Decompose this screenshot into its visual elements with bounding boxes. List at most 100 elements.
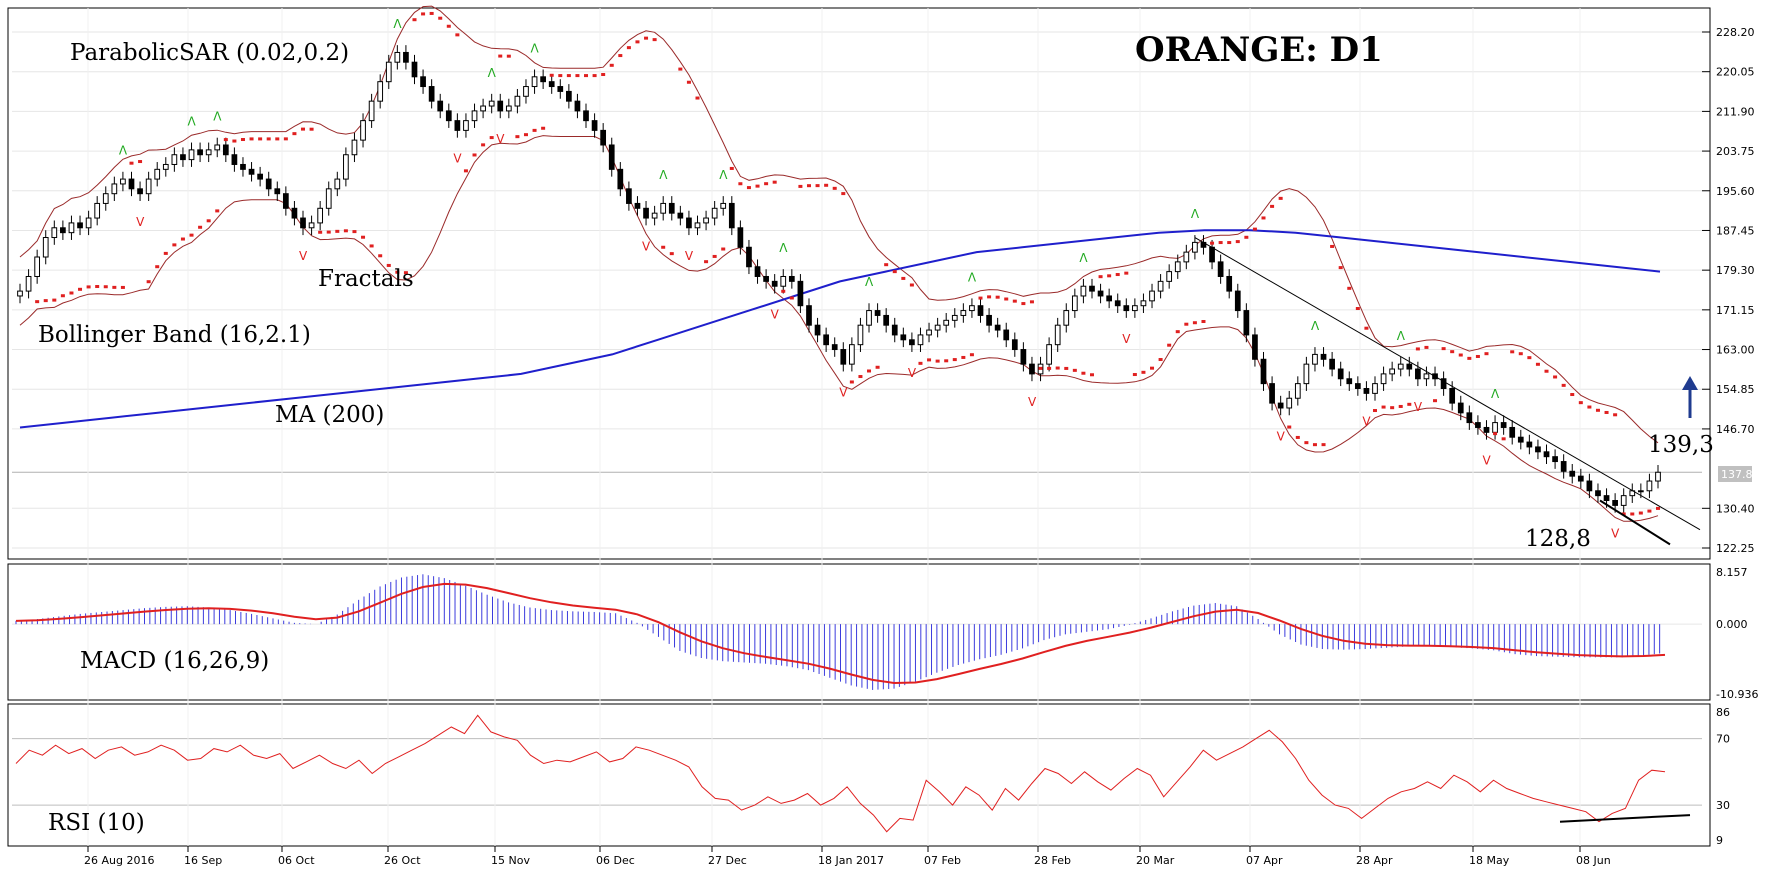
sar-dot xyxy=(86,285,91,289)
candle-body xyxy=(1071,295,1078,312)
sar-dot xyxy=(712,254,717,258)
sar-dot xyxy=(395,270,400,274)
date-tick-label: 08 Jun xyxy=(1576,854,1611,867)
sar-dot xyxy=(635,40,640,44)
candle-body xyxy=(1337,368,1344,380)
sar-dot xyxy=(138,160,143,164)
candle-body xyxy=(1526,441,1533,448)
date-tick-label: 26 Oct xyxy=(384,854,421,867)
candle-body xyxy=(1620,495,1627,506)
sar-dot xyxy=(1398,404,1403,408)
sar-dot xyxy=(1175,330,1180,334)
sar-dot xyxy=(601,73,606,77)
sar-dot xyxy=(1424,345,1429,349)
candle-body xyxy=(257,173,263,180)
sar-dot xyxy=(378,254,383,258)
sar-dot xyxy=(927,358,932,362)
sar-dot xyxy=(1132,373,1137,377)
candle-body xyxy=(1243,310,1250,336)
price-panel xyxy=(7,7,1711,560)
candle-body xyxy=(1029,363,1035,375)
sar-dot xyxy=(1535,362,1540,366)
sar-dot xyxy=(481,143,486,147)
candle-body xyxy=(1252,334,1258,360)
sar-dot xyxy=(1407,402,1412,406)
sar-dot xyxy=(644,36,649,40)
candle-body xyxy=(1063,310,1070,326)
fractal-down-icon: V xyxy=(1482,454,1491,468)
date-tick-label: 28 Feb xyxy=(1034,854,1071,867)
sar-dot xyxy=(498,54,503,58)
sar-dot xyxy=(1355,307,1360,311)
candle-body xyxy=(1209,246,1215,263)
candle-body xyxy=(1466,412,1473,424)
sar-dot xyxy=(549,73,554,77)
parabolic-sar xyxy=(35,11,1660,516)
candle-body xyxy=(102,193,109,204)
date-tick-label: 15 Nov xyxy=(491,854,530,867)
candle-body xyxy=(162,163,169,170)
sar-dot xyxy=(1570,393,1575,397)
candle-body xyxy=(137,188,143,195)
sar-dot xyxy=(849,380,854,384)
candles xyxy=(17,45,1661,513)
date-tick-label: 26 Aug 2016 xyxy=(84,854,154,867)
sar-dot xyxy=(532,128,537,132)
sar-dot xyxy=(1029,300,1034,304)
candle-body xyxy=(883,314,890,326)
sar-dot xyxy=(1270,204,1275,208)
fractal-up-icon: Λ xyxy=(188,115,197,129)
candle-body xyxy=(1320,353,1327,360)
candle-body xyxy=(282,193,289,209)
sar-dot xyxy=(704,260,709,264)
fractal-up-icon: Λ xyxy=(968,270,977,284)
sar-dot xyxy=(1150,366,1155,370)
candle-body xyxy=(1080,285,1087,297)
candle-body xyxy=(188,149,195,161)
sar-dot xyxy=(721,247,726,251)
candle-body xyxy=(660,202,667,214)
price-tick-label: 195.60 xyxy=(1716,185,1755,198)
candle-body xyxy=(711,207,718,219)
sar-dot xyxy=(1192,321,1197,325)
sar-dot xyxy=(1218,241,1223,245)
sar-dot xyxy=(60,294,65,298)
sar-dot xyxy=(815,184,820,188)
candle-body xyxy=(1303,363,1310,385)
sar-dot xyxy=(901,276,906,280)
candle-body xyxy=(514,95,521,107)
sar-dot xyxy=(1621,512,1626,516)
candle-body xyxy=(128,178,135,190)
candle-body xyxy=(1449,388,1456,404)
candle-body xyxy=(325,188,332,209)
sar-dot xyxy=(909,283,914,287)
sar-dot xyxy=(789,296,794,300)
sar-dot xyxy=(686,80,691,84)
candle-body xyxy=(608,144,615,170)
sar-dot xyxy=(1055,366,1060,370)
candle-body xyxy=(891,324,898,336)
sar-dot xyxy=(1647,509,1652,513)
candle-body xyxy=(497,100,504,112)
candle-body xyxy=(1440,378,1447,390)
candle-body xyxy=(1354,383,1361,390)
candle-body xyxy=(403,51,409,63)
fractal-down-icon: V xyxy=(642,239,651,253)
candle-body xyxy=(566,90,572,102)
candle-body xyxy=(797,280,804,307)
sar-dot xyxy=(258,137,263,141)
rsi-support-line xyxy=(1559,814,1691,823)
sar-dot xyxy=(1167,343,1172,347)
candle-body xyxy=(969,305,975,312)
up-arrow-icon xyxy=(1682,376,1698,418)
candle-body xyxy=(300,217,306,229)
candle-body xyxy=(986,314,992,326)
candle-body xyxy=(754,266,761,277)
sar-dot xyxy=(266,137,271,141)
sar-label: ParabolicSAR (0.02,0.2) xyxy=(70,40,350,66)
candle-body xyxy=(1346,378,1353,385)
sar-dot xyxy=(1561,383,1566,387)
candle-body xyxy=(214,144,221,151)
date-tick-label: 06 Oct xyxy=(278,854,315,867)
candle-body xyxy=(1286,397,1293,409)
